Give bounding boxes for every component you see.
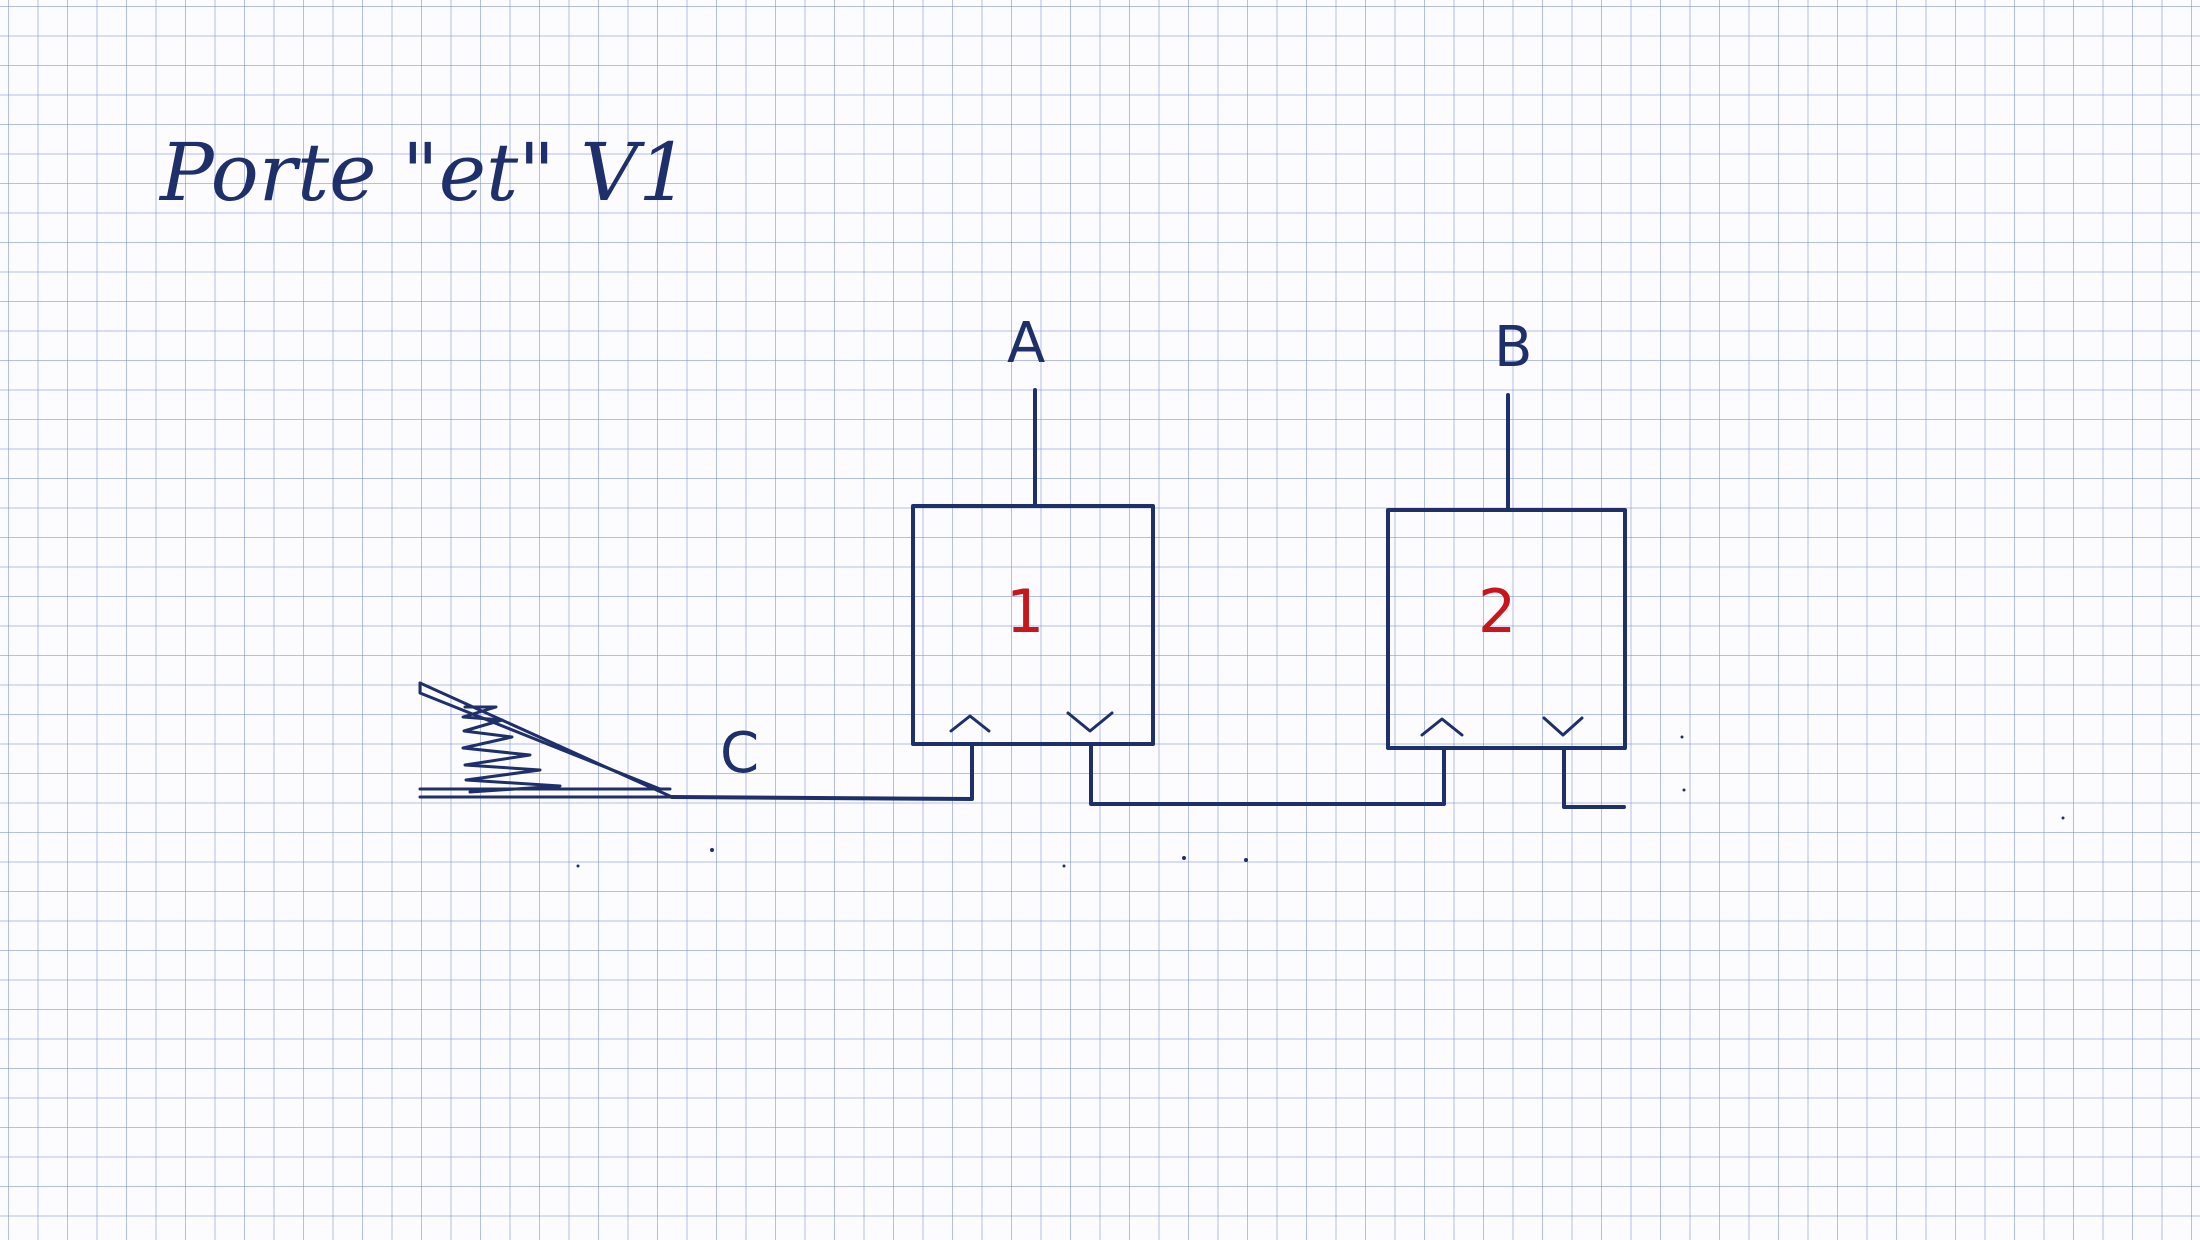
- pipe-valve-1-outlet-to-valve-2-inlet: [1089, 744, 1446, 806]
- valve-1-up-arrow-icon: [949, 714, 991, 733]
- pipe-c-to-valve-1-inlet: [670, 744, 974, 801]
- valve-2-number: 2: [1478, 577, 1516, 647]
- valve-2-up-arrow-icon: [1420, 717, 1464, 737]
- valve-1-body: [911, 504, 1155, 746]
- paper-specks: [576, 735, 2065, 868]
- valve-2-down-arrow-icon: [1542, 716, 1584, 737]
- exhaust-silencer-icon: [418, 681, 674, 799]
- label-a: A: [1007, 311, 1045, 376]
- valve-1-number: 1: [1006, 577, 1044, 647]
- label-b: B: [1494, 315, 1532, 380]
- pipe-valve-2-outlet: [1562, 748, 1626, 809]
- valve-2-body: [1386, 508, 1627, 750]
- valve-1-down-arrow-icon: [1066, 711, 1114, 733]
- diagram-title: Porte "et" V1: [158, 126, 689, 219]
- label-c: C: [720, 721, 759, 786]
